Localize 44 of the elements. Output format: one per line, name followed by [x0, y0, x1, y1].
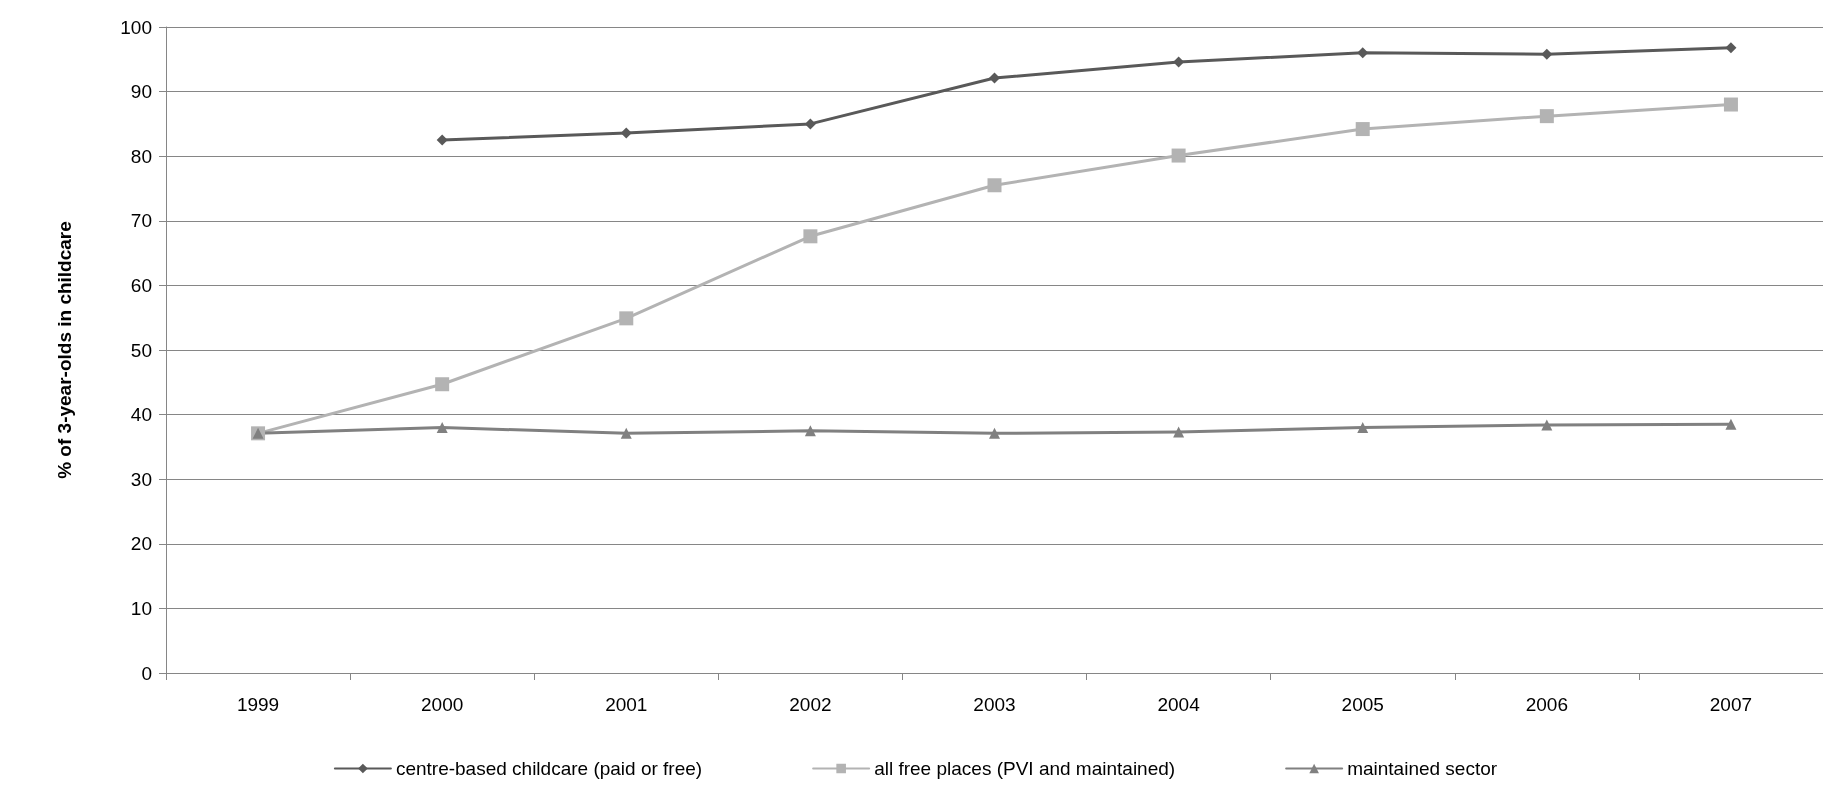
y-tick-label: 20: [130, 533, 152, 555]
y-tick-label: 50: [130, 339, 152, 361]
y-tick-label: 80: [130, 145, 152, 167]
y-axis-title: % of 3-year-olds in childcare: [54, 221, 75, 479]
y-tick-label: 30: [130, 468, 152, 490]
point: [436, 134, 448, 146]
legend-label: centre-based childcare (paid or free): [395, 758, 703, 779]
point: [989, 427, 1000, 439]
point: [1725, 418, 1737, 430]
point: [1357, 422, 1369, 434]
x-tick-label: 2004: [1157, 694, 1201, 715]
x-tick-label: 2007: [1709, 694, 1753, 715]
point: [987, 178, 1002, 193]
x-tick-label: 1999: [236, 694, 280, 715]
x-tick-label: 2003: [973, 694, 1016, 715]
y-tick-label: 40: [130, 404, 152, 426]
y-tick-label: 100: [120, 16, 152, 38]
point: [803, 229, 818, 244]
y-tick-label: 0: [141, 662, 152, 684]
point: [989, 72, 1000, 84]
x-tick-label: 2005: [1341, 694, 1384, 715]
point: [436, 422, 448, 434]
y-tick-label: 70: [130, 210, 152, 232]
point: [804, 425, 816, 437]
point: [435, 377, 450, 392]
legend-label: all free places (PVI and maintained): [874, 758, 1176, 779]
x-tick-label: 2006: [1525, 694, 1568, 715]
point: [1541, 419, 1553, 431]
point: [620, 427, 632, 439]
point: [1723, 97, 1738, 112]
x-tick-label: 2002: [789, 694, 832, 715]
point: [1171, 148, 1186, 163]
x-tick-label: 2000: [421, 694, 464, 715]
point: [1541, 48, 1553, 60]
point: [1173, 426, 1185, 438]
point: [1355, 122, 1370, 137]
point: [619, 311, 634, 326]
x-tick-label: 2001: [605, 694, 648, 715]
y-tick-label: 60: [130, 274, 152, 296]
y-tick-label: 10: [130, 597, 152, 619]
y-tick-label: 90: [130, 81, 152, 103]
legend-label: maintained sector: [1347, 758, 1498, 779]
point: [1539, 109, 1554, 124]
point: [1725, 42, 1737, 54]
